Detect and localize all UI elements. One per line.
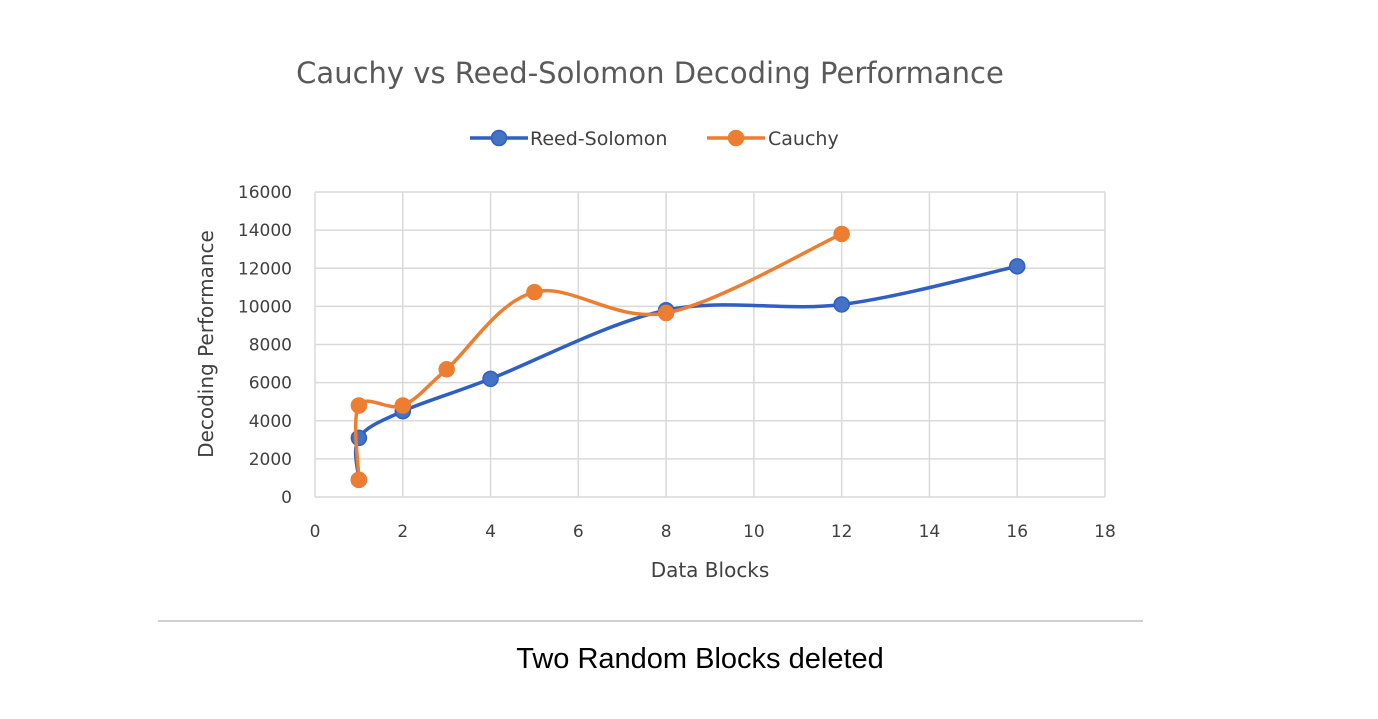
y-tick-label: 10000 xyxy=(238,297,292,317)
caption-divider xyxy=(158,620,1143,622)
data-point-cauchy xyxy=(833,225,850,243)
data-point-reed-solomon xyxy=(350,429,368,447)
series-cauchy xyxy=(350,225,850,489)
y-tick-label: 8000 xyxy=(249,336,292,356)
x-tick-label: 8 xyxy=(661,522,672,542)
y-tick-label: 4000 xyxy=(249,412,292,432)
y-tick-label: 14000 xyxy=(238,221,292,241)
x-tick-label: 4 xyxy=(485,522,496,542)
x-axis-ticks: 0 2 4 6 8 10 12 14 16 18 xyxy=(310,522,1116,542)
x-tick-label: 10 xyxy=(743,522,765,542)
legend-marker-cauchy xyxy=(727,129,745,147)
y-axis-title: Decoding Performance xyxy=(194,230,218,458)
legend-marker-reed-solomon xyxy=(490,129,508,147)
y-tick-label: 2000 xyxy=(249,450,292,470)
legend-item-reed-solomon: Reed-Solomon xyxy=(470,128,667,150)
data-point-cauchy xyxy=(438,361,455,378)
data-point-cauchy xyxy=(526,283,543,301)
y-tick-label: 0 xyxy=(281,488,292,508)
series-line-cauchy xyxy=(353,232,844,482)
data-point-cauchy xyxy=(657,304,675,322)
y-tick-label: 6000 xyxy=(249,374,292,394)
y-axis-ticks: 0 2000 4000 6000 8000 10000 12000 14000 16000 xyxy=(238,183,292,508)
data-point-cauchy xyxy=(394,397,412,414)
x-tick-label: 0 xyxy=(310,522,321,542)
data-point-cauchy xyxy=(350,397,368,414)
figure-caption: Two Random Blocks deleted xyxy=(516,643,884,675)
gridlines xyxy=(314,191,1106,498)
series-line-reed-solomon xyxy=(353,264,1019,482)
chart-title: Cauchy vs Reed-Solomon Decoding Performa… xyxy=(296,56,1004,90)
y-tick-label: 16000 xyxy=(238,183,292,203)
data-point-cauchy xyxy=(350,471,368,489)
x-tick-label: 16 xyxy=(1006,522,1028,542)
legend: Reed-Solomon Cauchy xyxy=(470,128,839,150)
x-tick-label: 6 xyxy=(573,522,584,542)
data-point-reed-solomon xyxy=(833,296,850,313)
x-tick-label: 14 xyxy=(919,522,941,542)
x-axis-title: Data Blocks xyxy=(651,558,770,582)
legend-label-cauchy: Cauchy xyxy=(768,128,839,150)
data-point-reed-solomon xyxy=(482,370,499,388)
legend-label-reed-solomon: Reed-Solomon xyxy=(530,128,667,150)
chart: Cauchy vs Reed-Solomon Decoding Performa… xyxy=(194,56,1116,582)
series-layer xyxy=(350,225,1026,489)
y-tick-label: 12000 xyxy=(238,259,292,279)
data-point-reed-solomon xyxy=(1008,258,1026,275)
x-tick-label: 12 xyxy=(831,522,853,542)
legend-item-cauchy: Cauchy xyxy=(707,128,839,150)
x-tick-label: 2 xyxy=(397,522,408,542)
x-tick-label: 18 xyxy=(1094,522,1116,542)
